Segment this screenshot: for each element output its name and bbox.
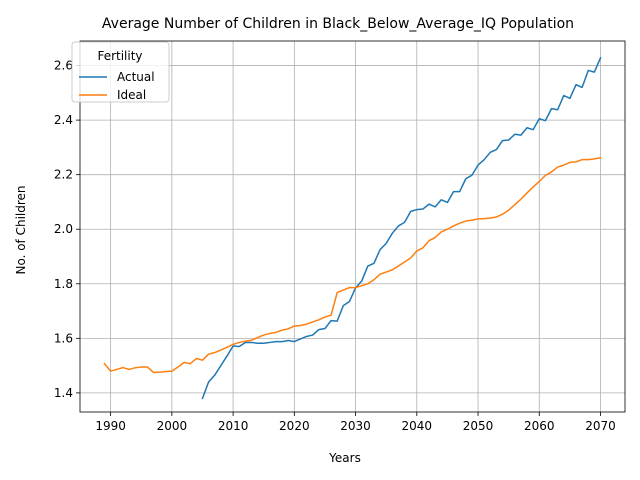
legend-entry-actual: Actual [117, 70, 155, 84]
grid-lines [80, 41, 625, 412]
x-tick-label: 2020 [279, 419, 310, 433]
series-lines [103, 56, 602, 400]
plot-frame [79, 40, 626, 413]
x-tick-label: 2070 [585, 419, 616, 433]
axes-frame [79, 40, 626, 413]
series-line-ideal [103, 156, 602, 374]
y-tick-label: 1.4 [54, 386, 73, 400]
y-axis-label: No. of Children [14, 185, 28, 274]
x-tick-label: 2060 [524, 419, 555, 433]
y-tick-label: 2.6 [54, 59, 73, 73]
x-axis-label: Years [328, 451, 361, 465]
tick-marks: 1990 2000 2010 2020 2030 2040 2050 2060 2070 1.4 1… [54, 59, 616, 433]
x-tick-label: 1990 [95, 419, 126, 433]
legend-title: Fertility [97, 49, 142, 63]
x-tick-label: 2040 [402, 419, 433, 433]
series-line-actual [201, 56, 602, 400]
y-tick-label: 1.6 [54, 331, 73, 345]
y-tick-label: 2.2 [54, 168, 73, 182]
legend-entry-ideal: Ideal [117, 88, 146, 102]
legend: Fertility Actual Ideal [71, 41, 170, 103]
y-tick-label: 2.0 [54, 222, 73, 236]
x-tick-label: 2030 [340, 419, 371, 433]
y-tick-label: 1.8 [54, 277, 73, 291]
chart-title: Average Number of Children in Black_Belo… [102, 16, 574, 32]
y-tick-label: 2.4 [54, 113, 73, 127]
legend-box [71, 41, 170, 103]
x-tick-label: 2050 [463, 419, 494, 433]
x-tick-label: 2000 [157, 419, 188, 433]
x-tick-label: 2010 [218, 419, 249, 433]
